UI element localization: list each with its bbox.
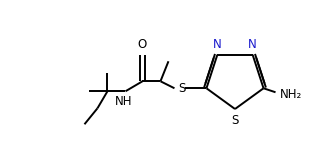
Text: S: S (178, 82, 186, 95)
Text: N: N (248, 38, 257, 51)
Text: NH₂: NH₂ (280, 88, 302, 101)
Text: NH: NH (115, 95, 132, 108)
Text: S: S (231, 114, 239, 127)
Text: O: O (138, 38, 147, 51)
Text: N: N (213, 38, 222, 51)
